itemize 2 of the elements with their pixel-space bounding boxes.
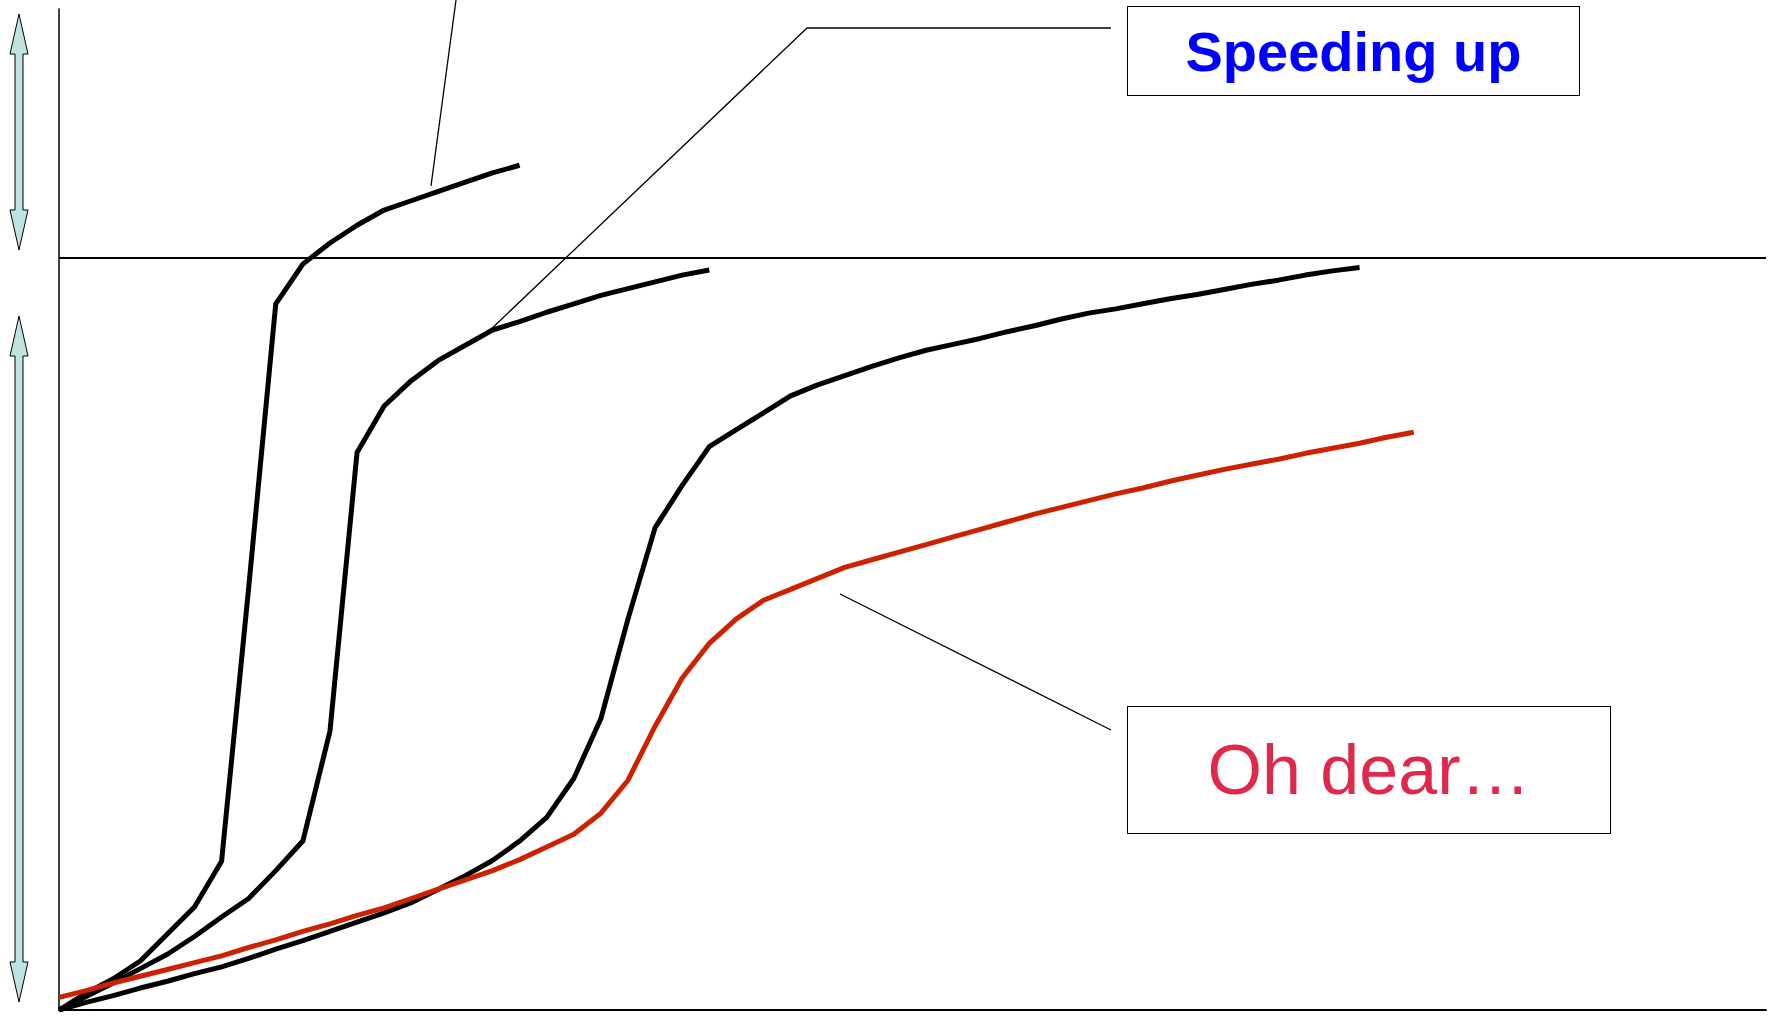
annotation: Oh dear… xyxy=(1207,730,1531,810)
text: Speeding up xyxy=(1185,18,1522,84)
